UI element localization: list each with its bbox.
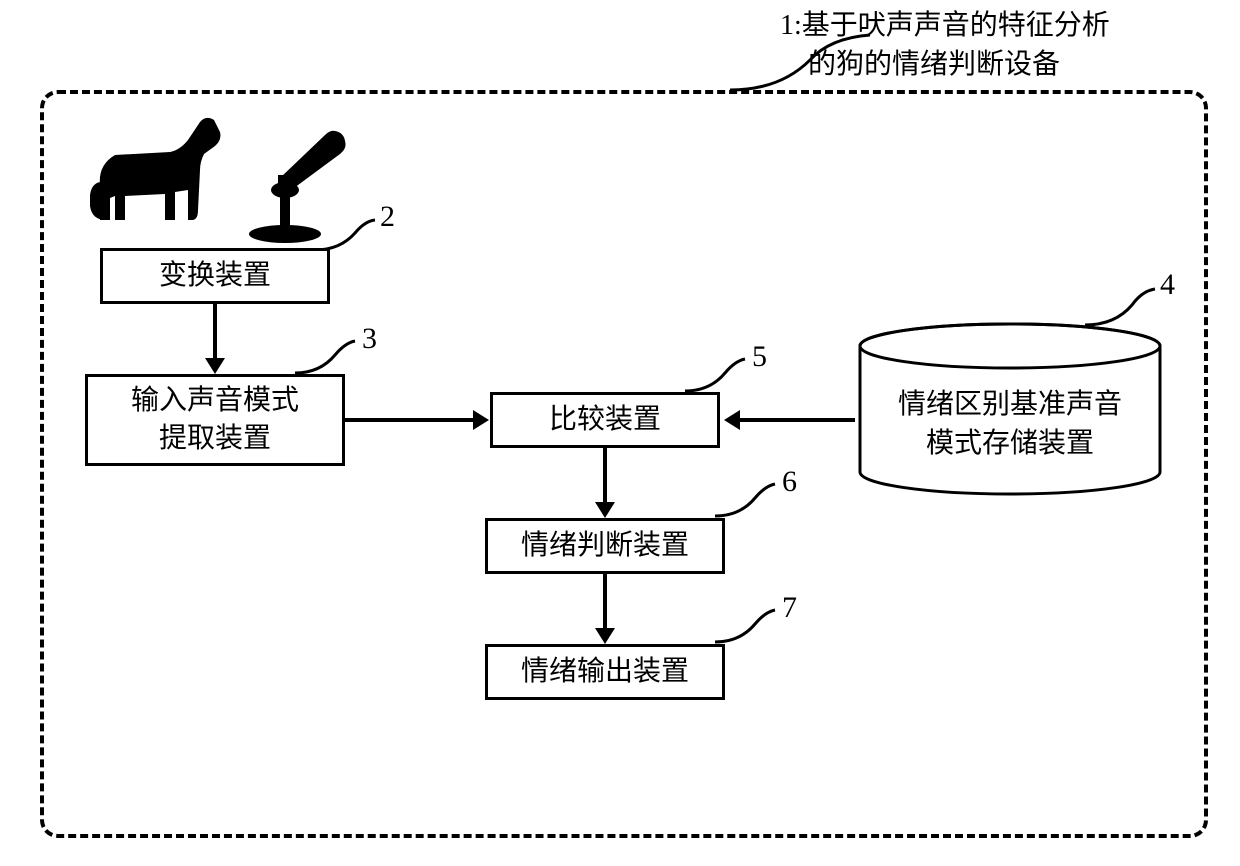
label-2: 2 xyxy=(380,200,395,234)
label-5: 5 xyxy=(752,340,767,374)
arrow-4-5 xyxy=(740,418,855,422)
arrow-5-6 xyxy=(603,448,607,504)
arrow-2-3 xyxy=(213,304,217,360)
leader-7 xyxy=(710,604,780,649)
arrow-5-6-head xyxy=(595,502,615,518)
block-output: 情绪输出装置 xyxy=(485,644,725,700)
block-storage-line2: 模式存储装置 xyxy=(926,428,1094,459)
label-7: 7 xyxy=(782,591,797,625)
label-3: 3 xyxy=(362,322,377,356)
block-output-label: 情绪输出装置 xyxy=(521,653,689,691)
block-judge: 情绪判断装置 xyxy=(485,518,725,574)
block-judge-label: 情绪判断装置 xyxy=(521,527,689,565)
label-4: 4 xyxy=(1160,268,1175,302)
block-transform: 变换装置 xyxy=(100,248,330,304)
arrow-3-5 xyxy=(345,418,475,422)
diagram-canvas: 1:基于吠声声音的特征分析 的狗的情绪判断设备 2 变换装置 3 输入声音模式 xyxy=(0,0,1240,866)
arrow-3-5-head xyxy=(473,410,489,430)
label-6: 6 xyxy=(782,465,797,499)
block-storage-label: 情绪区别基准声音 模式存储装置 xyxy=(870,385,1150,463)
title-line2: 的狗的情绪判断设备 xyxy=(808,49,1060,80)
diagram-title: 1:基于吠声声音的特征分析 的狗的情绪判断设备 xyxy=(780,6,1210,84)
dog-icon xyxy=(80,110,230,240)
block-transform-label: 变换装置 xyxy=(159,257,271,295)
block-storage-line1: 情绪区别基准声音 xyxy=(898,389,1122,420)
block-extract-line2: 提取装置 xyxy=(159,423,271,454)
arrow-4-5-head xyxy=(724,410,740,430)
title-line1: 基于吠声声音的特征分析 xyxy=(802,10,1110,41)
leader-6 xyxy=(710,478,780,523)
arrow-6-7-head xyxy=(595,628,615,644)
block-extract: 输入声音模式 提取装置 xyxy=(85,374,345,466)
block-extract-line1: 输入声音模式 xyxy=(131,385,299,416)
title-number: 1 xyxy=(780,10,794,41)
title-separator: : xyxy=(794,10,802,41)
block-compare-label: 比较装置 xyxy=(549,401,661,439)
arrow-6-7 xyxy=(603,574,607,630)
block-compare: 比较装置 xyxy=(490,392,720,448)
arrow-2-3-head xyxy=(205,358,225,374)
